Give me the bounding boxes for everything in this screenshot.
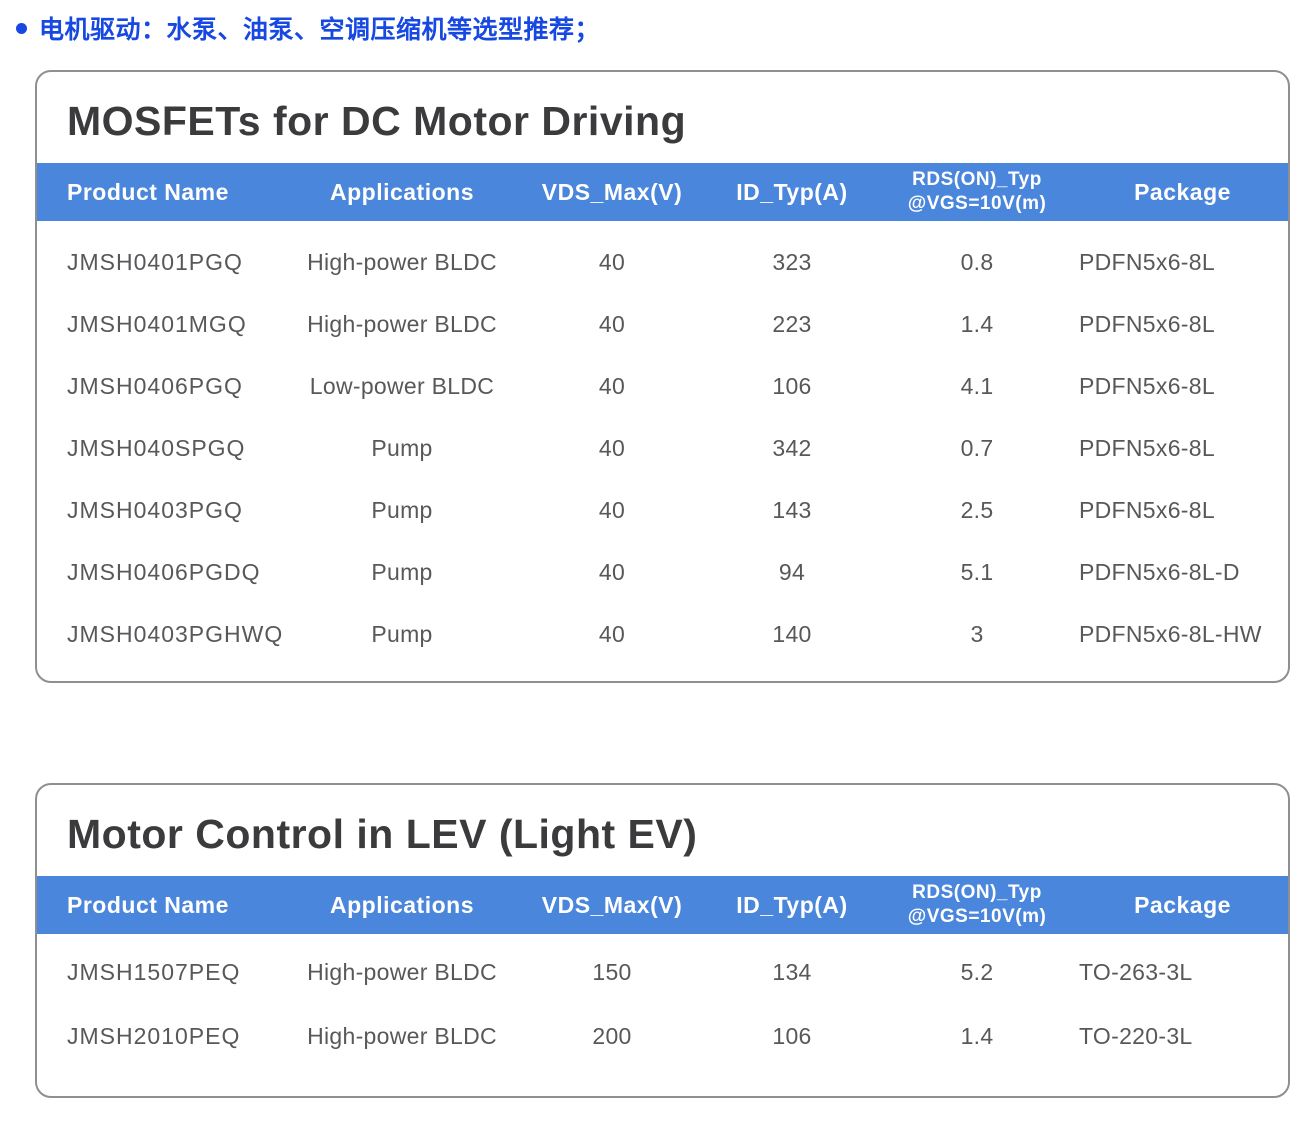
column-header: VDS_Max(V)	[541, 178, 683, 205]
column-header: Package	[1134, 891, 1231, 918]
table-cell: 106	[772, 1022, 812, 1049]
table-cell: 1.4	[960, 1022, 994, 1049]
column-header: ID_Typ(A)	[736, 178, 848, 205]
table-cell: High-power BLDC	[307, 958, 497, 985]
table-body: JMSH1507PEQ High-power BLDC 150 134 5.2 TO-26…	[37, 934, 1288, 1096]
column-header: Applications	[329, 178, 474, 205]
column-header: Product Name	[67, 891, 229, 918]
column-header: VDS_Max(V)	[541, 891, 683, 918]
table-row: JMSH0403PGQ Pump 40 143 2.5 PDFN5x6-8L	[37, 479, 1288, 541]
table-cell: 0.8	[960, 248, 994, 275]
table-cell: 323	[772, 248, 812, 275]
table-cell: 134	[772, 958, 812, 985]
table-cell: PDFN5x6-8L	[1079, 310, 1215, 337]
table-title: Motor Control in LEV (Light EV)	[67, 811, 698, 857]
table-body: JMSH0401PGQ High-power BLDC 40 323 0.8 PDFN5x…	[37, 221, 1288, 681]
table-cell: 40	[598, 434, 626, 461]
column-header: Package	[1134, 178, 1231, 205]
table-cell: 342	[772, 434, 812, 461]
table-cell: Pump	[371, 620, 433, 647]
table-cell: 150	[592, 958, 632, 985]
table-cell: PDFN5x6-8L	[1079, 372, 1215, 399]
table-cell: 0.7	[960, 434, 994, 461]
table-cell: TO-263-3L	[1079, 958, 1193, 985]
table-cell: Low-power BLDC	[309, 372, 495, 399]
table-header-row: Product Name Applications VDS_Max(V) ID_Typ…	[37, 163, 1288, 221]
table-cell: 94	[778, 558, 806, 585]
table-cell: 40	[598, 248, 626, 275]
table-cell: 5.1	[960, 558, 994, 585]
column-header: ID_Typ(A)	[736, 891, 848, 918]
table-cell: PDFN5x6-8L	[1079, 248, 1215, 275]
table-cell: High-power BLDC	[307, 248, 497, 275]
table-title: MOSFETs for DC Motor Driving	[67, 98, 687, 144]
table-cell: 200	[592, 1022, 632, 1049]
table-cell: 40	[598, 372, 626, 399]
table-cell: 143	[772, 496, 812, 523]
table-cell: JMSH0403PGHWQ	[67, 620, 284, 647]
table-cell: PDFN5x6-8L-HW	[1079, 620, 1262, 647]
table-cell: PDFN5x6-8L	[1079, 434, 1215, 461]
table-cell: 40	[598, 310, 626, 337]
table-card-motor-control-lev: Motor Control in LEV (Light EV) Product …	[35, 783, 1290, 1098]
column-header: Product Name	[67, 178, 229, 205]
table-row: JMSH0401MGQ High-power BLDC 40 223 1.4 PDFN5x…	[37, 293, 1288, 355]
table-row: JMSH2010PEQ High-power BLDC 200 106 1.4 TO-22…	[37, 1004, 1288, 1068]
table-cell: JMSH0401PGQ	[67, 248, 243, 275]
table-cell: JMSH0401MGQ	[67, 310, 247, 337]
table-cell: 5.2	[960, 958, 994, 985]
table-cell: 106	[772, 372, 812, 399]
table-row: JMSH1507PEQ High-power BLDC 150 134 5.2 TO-26…	[37, 940, 1288, 1004]
table-cell: JMSH0406PGDQ	[67, 558, 261, 585]
bullet-heading-text: 电机驱动：水泵、油泵、空调压缩机等选型推荐；	[39, 16, 601, 44]
table-cell: Pump	[371, 434, 433, 461]
table-cell: High-power BLDC	[307, 310, 497, 337]
table-row: JMSH0403PGHWQ Pump 40 140 3 PDFN5x6-8L-HW	[37, 603, 1288, 665]
column-header: RDS(ON)_Typ @VGS=10V(m)	[907, 882, 1047, 927]
table-cell: 1.4	[960, 310, 994, 337]
table-header-row: Product Name Applications VDS_Max(V) ID_Typ…	[37, 876, 1288, 934]
table-cell: JMSH0406PGQ	[67, 372, 243, 399]
column-header: Applications	[329, 891, 474, 918]
table-cell: High-power BLDC	[307, 1022, 497, 1049]
table-cell: JMSH1507PEQ	[67, 958, 241, 985]
table-row: JMSH040SPGQ Pump 40 342 0.7 PDFN5x6-8L	[37, 417, 1288, 479]
table-cell: 40	[598, 558, 626, 585]
table-cell: 4.1	[960, 372, 994, 399]
table-card-dc-motor-driving: MOSFETs for DC Motor Driving Product Nam…	[35, 70, 1290, 683]
table-row: JMSH0406PGQ Low-power BLDC 40 106 4.1 PDFN5x6…	[37, 355, 1288, 417]
column-header: RDS(ON)_Typ @VGS=10V(m)	[907, 169, 1047, 214]
table-row: JMSH0401PGQ High-power BLDC 40 323 0.8 PDFN5x…	[37, 231, 1288, 293]
table-cell: JMSH2010PEQ	[67, 1022, 241, 1049]
table-cell: PDFN5x6-8L	[1079, 496, 1215, 523]
bullet-dot-icon	[16, 22, 27, 34]
table-cell: TO-220-3L	[1079, 1022, 1193, 1049]
table-cell: Pump	[371, 558, 433, 585]
table-cell: 140	[772, 620, 812, 647]
table-cell: JMSH040SPGQ	[67, 434, 246, 461]
table-cell: JMSH0403PGQ	[67, 496, 243, 523]
table-cell: 40	[598, 620, 626, 647]
table-cell: 223	[772, 310, 812, 337]
table-cell: 2.5	[960, 496, 994, 523]
table-cell: PDFN5x6-8L-D	[1079, 558, 1240, 585]
table-cell: Pump	[371, 496, 433, 523]
table-cell: 3	[970, 620, 984, 647]
table-cell: 40	[598, 496, 626, 523]
table-row: JMSH0406PGDQ Pump 40 94 5.1 PDFN5x6-8L-D	[37, 541, 1288, 603]
bullet-heading: 电机驱动：水泵、油泵、空调压缩机等选型推荐；	[0, 0, 1300, 46]
